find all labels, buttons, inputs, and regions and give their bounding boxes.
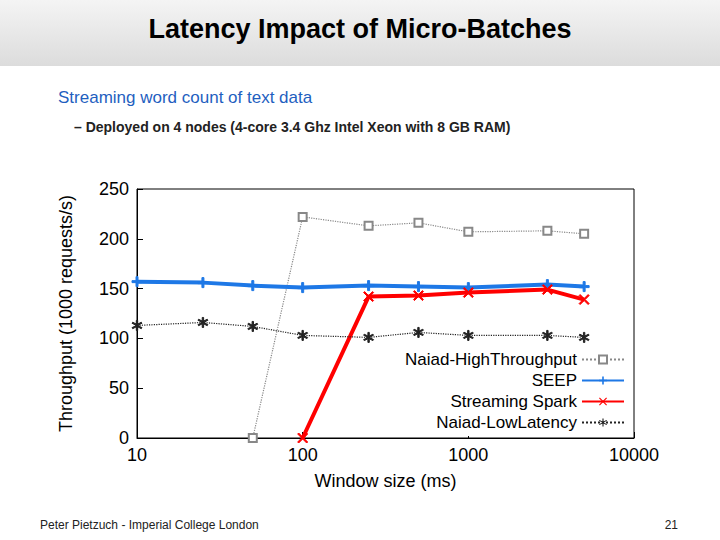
svg-text:100: 100 xyxy=(99,328,129,348)
svg-text:Throughput (1000 requests/s): Throughput (1000 requests/s) xyxy=(56,195,76,432)
svg-text:50: 50 xyxy=(109,378,129,398)
svg-text:0: 0 xyxy=(119,428,129,448)
svg-text:Naiad-HighThroughput: Naiad-HighThroughput xyxy=(405,350,577,369)
html-text:– Deployed on 4 nodes (4-core: – Deployed on 4 nodes (4-core 3.4 Ghz In… xyxy=(74,119,511,135)
svg-text:250: 250 xyxy=(99,179,129,199)
html-text:Peter Pietzuch - Imperial Coll: Peter Pietzuch - Imperial College London xyxy=(40,518,259,532)
svg-text:10: 10 xyxy=(127,445,147,465)
svg-text:Streaming Spark: Streaming Spark xyxy=(450,392,577,411)
svg-text:200: 200 xyxy=(99,229,129,249)
svg-text:Window size (ms): Window size (ms) xyxy=(314,471,456,491)
svg-text:150: 150 xyxy=(99,279,129,299)
svg-text:SEEP: SEEP xyxy=(532,371,577,390)
svg-text:100: 100 xyxy=(288,445,318,465)
svg-text:Naiad-LowLatency: Naiad-LowLatency xyxy=(436,413,577,432)
svg-text:1000: 1000 xyxy=(448,445,488,465)
html-text:Latency Impact of Micro-Batche: Latency Impact of Micro-Batches xyxy=(148,14,572,44)
html-text:Streaming word count of text d: Streaming word count of text data xyxy=(58,88,313,107)
html-text:21: 21 xyxy=(664,518,678,532)
svg-text:10000: 10000 xyxy=(609,445,659,465)
